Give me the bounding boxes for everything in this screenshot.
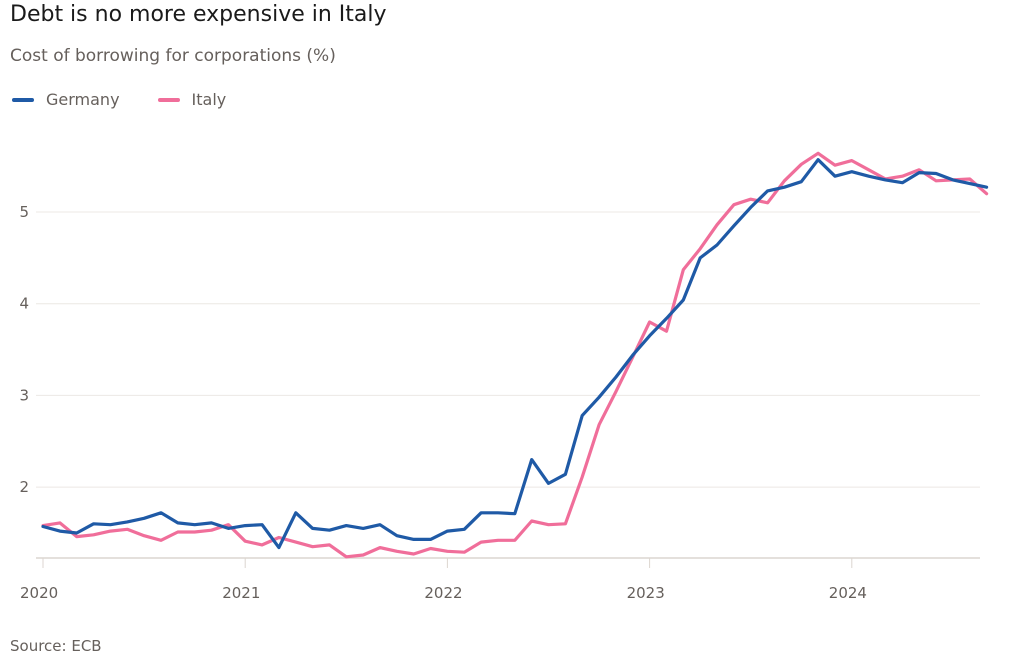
series-line-germany bbox=[41, 158, 989, 550]
x-tick-label-2021: 2021 bbox=[222, 584, 260, 602]
y-tick-label-5: 5 bbox=[19, 203, 29, 221]
legend-swatch-italy bbox=[157, 97, 180, 102]
y-tick-label-3: 3 bbox=[19, 386, 29, 404]
legend-swatch-germany bbox=[12, 97, 34, 102]
legend-label-italy: Italy bbox=[191, 90, 227, 109]
legend-label-germany: Germany bbox=[46, 90, 120, 109]
series-line-italy bbox=[41, 151, 989, 559]
y-tick-label-2: 2 bbox=[19, 478, 29, 496]
chart-subtitle: Cost of borrowing for corporations (%) bbox=[10, 46, 336, 66]
y-tick-label-4: 4 bbox=[19, 295, 29, 313]
x-tick-label-2024: 2024 bbox=[829, 584, 867, 602]
chart-source: Source: ECB bbox=[10, 637, 102, 655]
legend: Germany Italy bbox=[12, 90, 264, 109]
chart-title: Debt is no more expensive in Italy bbox=[10, 2, 387, 27]
x-tick-label-2023: 2023 bbox=[627, 584, 665, 602]
legend-item-italy: Italy bbox=[157, 90, 227, 109]
x-tick-label-2020: 2020 bbox=[20, 584, 58, 602]
x-tick-label-2022: 2022 bbox=[424, 584, 462, 602]
legend-item-germany: Germany bbox=[12, 90, 120, 109]
